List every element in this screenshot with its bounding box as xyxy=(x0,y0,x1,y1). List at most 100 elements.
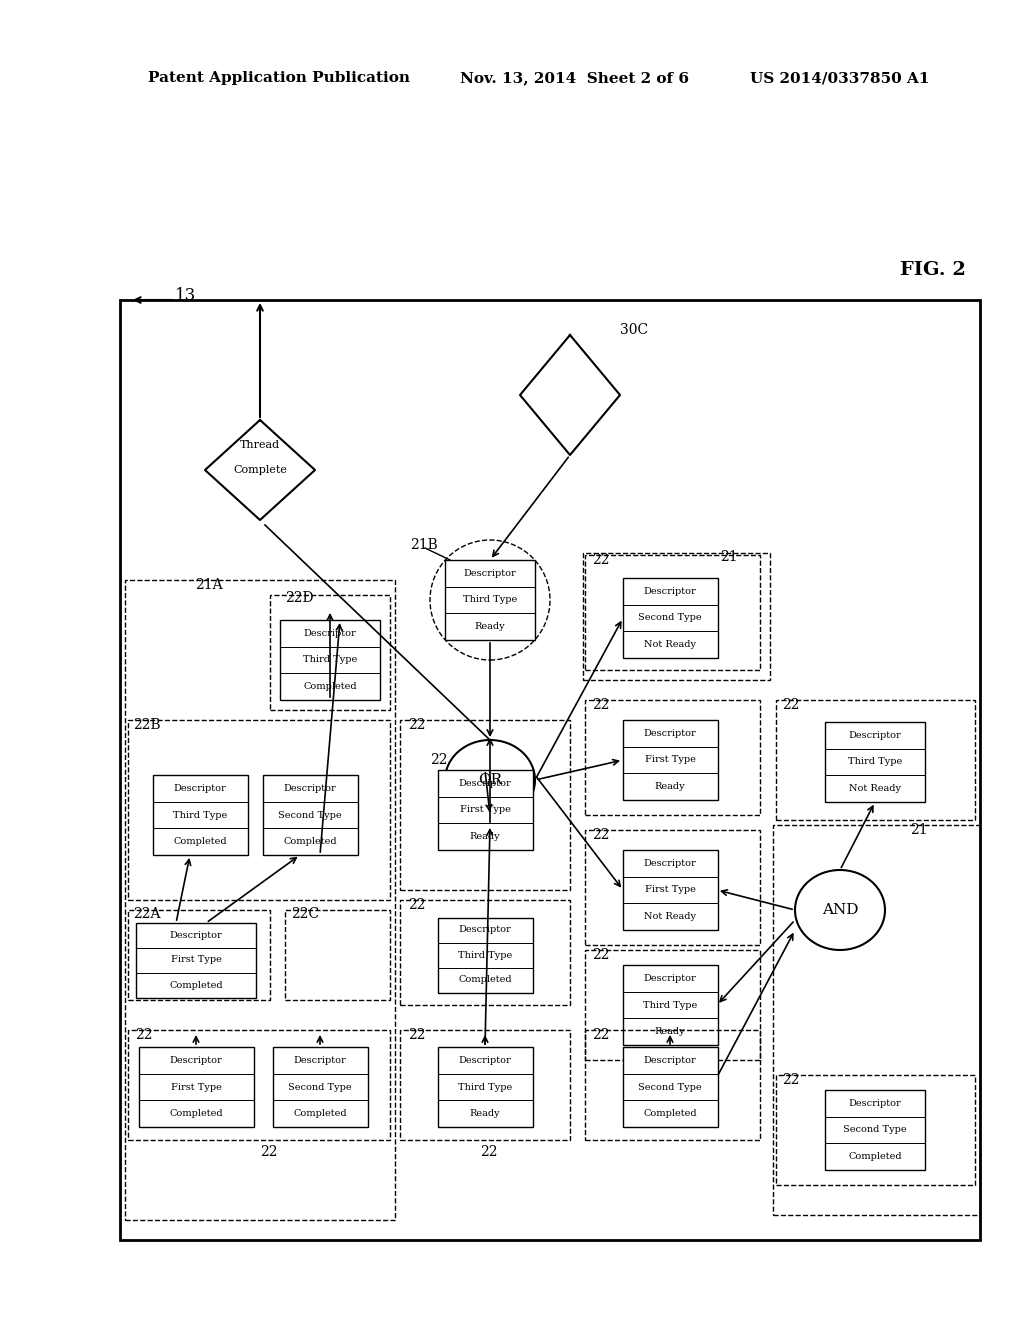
Text: Descriptor: Descriptor xyxy=(284,784,336,793)
Text: Second Type: Second Type xyxy=(638,614,701,623)
Text: 22A: 22A xyxy=(133,907,161,921)
Bar xyxy=(262,775,357,855)
Text: 22: 22 xyxy=(480,1144,498,1159)
Text: Ready: Ready xyxy=(654,1027,685,1036)
Text: 22: 22 xyxy=(135,1028,153,1041)
Text: Descriptor: Descriptor xyxy=(644,729,696,738)
Bar xyxy=(773,825,980,1214)
Text: 21A: 21A xyxy=(195,578,222,591)
Text: Completed: Completed xyxy=(169,1109,223,1118)
Bar xyxy=(400,719,570,890)
Bar xyxy=(272,1047,368,1127)
Text: 30C: 30C xyxy=(620,323,648,337)
Text: 22: 22 xyxy=(408,718,426,733)
Text: Patent Application Publication: Patent Application Publication xyxy=(148,71,410,84)
Text: OR: OR xyxy=(478,774,502,787)
Bar xyxy=(445,560,535,640)
Text: First Type: First Type xyxy=(644,755,695,764)
Text: Descriptor: Descriptor xyxy=(459,925,511,935)
Text: 13: 13 xyxy=(175,286,197,304)
Bar xyxy=(825,722,925,803)
Text: 22: 22 xyxy=(592,828,609,842)
Text: Descriptor: Descriptor xyxy=(849,731,901,739)
Text: Completed: Completed xyxy=(284,837,337,846)
Text: Third Type: Third Type xyxy=(848,758,902,767)
Ellipse shape xyxy=(795,870,885,950)
Text: 22C: 22C xyxy=(291,907,319,921)
Text: First Type: First Type xyxy=(644,886,695,895)
Text: First Type: First Type xyxy=(171,1082,221,1092)
Bar xyxy=(623,965,718,1045)
Bar xyxy=(623,1047,718,1127)
Bar xyxy=(585,830,760,945)
Text: FIG. 2: FIG. 2 xyxy=(900,261,966,279)
Bar xyxy=(623,578,718,657)
Bar xyxy=(285,909,390,1001)
Bar xyxy=(583,553,770,680)
Text: 22: 22 xyxy=(430,752,447,767)
Text: Third Type: Third Type xyxy=(303,656,357,664)
Text: Completed: Completed xyxy=(293,1109,347,1118)
Text: 22: 22 xyxy=(592,948,609,962)
Bar xyxy=(136,923,256,998)
Bar xyxy=(437,1047,532,1127)
Text: 22: 22 xyxy=(260,1144,278,1159)
Bar xyxy=(270,595,390,710)
Text: Third Type: Third Type xyxy=(463,595,517,605)
Bar xyxy=(623,850,718,931)
Bar xyxy=(776,700,975,820)
Text: First Type: First Type xyxy=(171,956,221,965)
Text: Nov. 13, 2014  Sheet 2 of 6: Nov. 13, 2014 Sheet 2 of 6 xyxy=(460,71,689,84)
Text: 22D: 22D xyxy=(285,591,313,605)
Text: 22: 22 xyxy=(408,898,426,912)
Bar xyxy=(400,900,570,1005)
Text: Ready: Ready xyxy=(475,622,505,631)
Text: Not Ready: Not Ready xyxy=(849,784,901,793)
Text: Third Type: Third Type xyxy=(643,1001,697,1010)
Text: Not Ready: Not Ready xyxy=(644,912,696,921)
Text: Descriptor: Descriptor xyxy=(174,784,226,793)
Text: Descriptor: Descriptor xyxy=(644,1056,696,1065)
Text: US 2014/0337850 A1: US 2014/0337850 A1 xyxy=(750,71,930,84)
Bar xyxy=(400,1030,570,1140)
Bar xyxy=(120,300,980,1239)
Bar xyxy=(128,1030,390,1140)
Text: 22: 22 xyxy=(592,698,609,711)
Text: Thread: Thread xyxy=(240,440,280,450)
Text: Descriptor: Descriptor xyxy=(644,587,696,595)
Text: Complete: Complete xyxy=(233,465,287,475)
Text: Third Type: Third Type xyxy=(458,1082,512,1092)
Bar xyxy=(125,579,395,1220)
Bar xyxy=(825,1090,925,1170)
Text: Descriptor: Descriptor xyxy=(644,859,696,867)
Bar xyxy=(585,950,760,1060)
Bar xyxy=(437,770,532,850)
Text: AND: AND xyxy=(821,903,858,917)
Text: 21B: 21B xyxy=(410,539,437,552)
Text: Completed: Completed xyxy=(848,1152,902,1162)
Text: Third Type: Third Type xyxy=(458,950,512,960)
Bar xyxy=(437,917,532,993)
Text: First Type: First Type xyxy=(460,805,510,814)
Text: Completed: Completed xyxy=(643,1109,696,1118)
Text: 22B: 22B xyxy=(133,718,161,733)
Text: Descriptor: Descriptor xyxy=(849,1098,901,1107)
Text: Completed: Completed xyxy=(173,837,226,846)
Text: Descriptor: Descriptor xyxy=(294,1056,346,1065)
Bar xyxy=(776,1074,975,1185)
Bar xyxy=(128,719,390,900)
Text: 21: 21 xyxy=(720,550,737,564)
Bar xyxy=(280,620,380,700)
Text: Third Type: Third Type xyxy=(173,810,227,820)
Text: Second Type: Second Type xyxy=(279,810,342,820)
Text: Descriptor: Descriptor xyxy=(459,1056,511,1065)
Text: 22: 22 xyxy=(592,1028,609,1041)
Bar xyxy=(138,1047,254,1127)
Ellipse shape xyxy=(445,741,535,820)
Text: Descriptor: Descriptor xyxy=(464,569,516,578)
Bar xyxy=(585,700,760,814)
Bar xyxy=(128,909,270,1001)
Text: Second Type: Second Type xyxy=(288,1082,352,1092)
Text: Completed: Completed xyxy=(458,975,512,985)
Text: Descriptor: Descriptor xyxy=(304,628,356,638)
